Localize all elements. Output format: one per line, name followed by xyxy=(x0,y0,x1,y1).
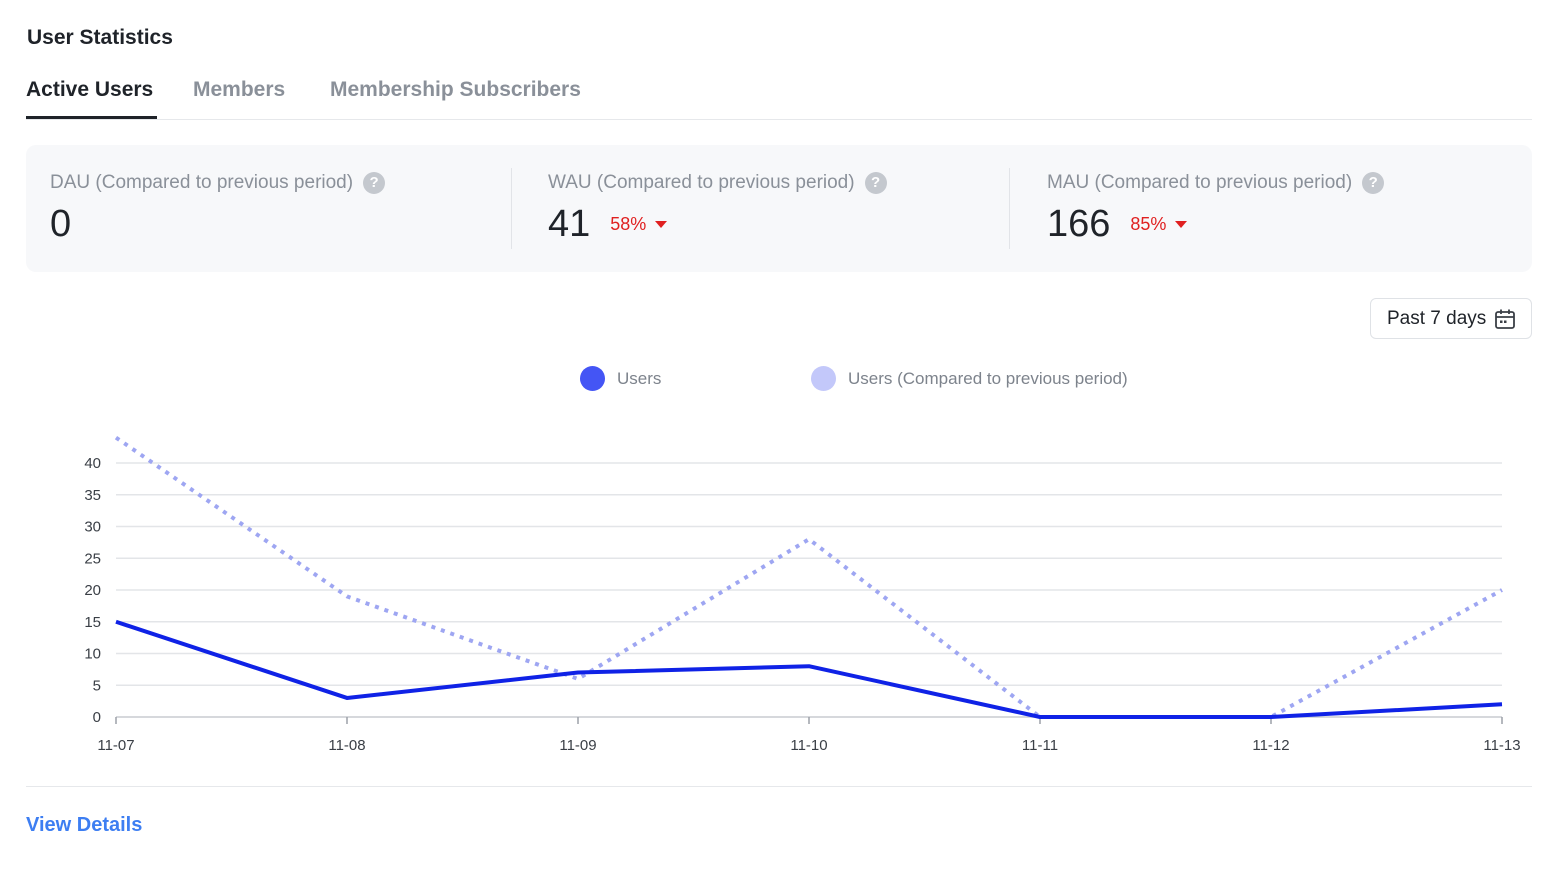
stat-label-text: DAU (Compared to previous period) xyxy=(50,172,354,193)
y-tick-label: 40 xyxy=(84,455,101,472)
stat-value-text: 166 xyxy=(1047,203,1111,245)
stat-label-mau: MAU (Compared to previous period) ? xyxy=(1047,172,1385,194)
x-tick-label: 11-13 xyxy=(1483,737,1520,754)
stat-mau: MAU (Compared to previous period) ? 166 … xyxy=(1047,145,1507,272)
line-chart: 0 5 10 15 20 25 30 35 40 11-07 11-08 11-09 11-10 11-1… xyxy=(84,435,1521,754)
change-percent: 85% xyxy=(1130,214,1167,234)
stat-label-text: WAU (Compared to previous period) xyxy=(548,172,855,193)
tab-active-users[interactable]: Active Users xyxy=(26,78,157,119)
y-tick-label: 25 xyxy=(84,550,101,567)
stat-change-mau: 85% xyxy=(1130,214,1188,235)
caret-down-icon xyxy=(655,221,668,228)
stat-divider xyxy=(1009,168,1010,249)
stat-value-text: 0 xyxy=(50,203,72,245)
date-range-label: Past 7 days xyxy=(1387,307,1487,329)
tab-bar: Active Users Members Membership Subscrib… xyxy=(26,76,1532,120)
stat-dau: DAU (Compared to previous period) ? 0 xyxy=(50,145,510,272)
stat-value-dau: 0 xyxy=(50,203,71,246)
legend-dot-previous xyxy=(811,366,836,391)
stat-change-wau: 58% xyxy=(610,214,668,235)
help-icon[interactable]: ? xyxy=(1362,172,1385,194)
date-range-button[interactable]: Past 7 days xyxy=(1370,298,1532,339)
y-tick-label: 30 xyxy=(84,519,101,536)
help-icon[interactable]: ? xyxy=(363,172,386,194)
legend-item-previous[interactable]: Users (Compared to previous period) xyxy=(811,366,1128,391)
y-tick-label: 10 xyxy=(84,646,101,663)
x-tick-label: 11-08 xyxy=(328,737,365,754)
footer-divider xyxy=(26,786,1532,787)
stat-label-dau: DAU (Compared to previous period) ? xyxy=(50,172,386,194)
y-tick-label: 20 xyxy=(84,582,101,599)
x-tick-label: 11-10 xyxy=(790,737,827,754)
x-tick-label: 11-09 xyxy=(559,737,596,754)
legend-dot-users xyxy=(580,366,605,391)
tab-members[interactable]: Members xyxy=(193,78,286,101)
stats-panel: DAU (Compared to previous period) ? 0 WA… xyxy=(26,145,1532,272)
legend-item-users[interactable]: Users xyxy=(580,366,661,391)
stat-wau: WAU (Compared to previous period) ? 41 5… xyxy=(548,145,1008,272)
view-details-link[interactable]: View Details xyxy=(26,814,143,836)
y-tick-label: 15 xyxy=(84,614,101,631)
y-tick-label: 0 xyxy=(93,709,101,726)
stat-value-wau: 41 58% xyxy=(548,203,668,246)
change-percent: 58% xyxy=(610,214,647,234)
stat-label-text: MAU (Compared to previous period) xyxy=(1047,172,1353,193)
stat-label-wau: WAU (Compared to previous period) ? xyxy=(548,172,887,194)
caret-down-icon xyxy=(1175,221,1188,228)
stat-divider xyxy=(511,168,512,249)
x-tick-label: 11-07 xyxy=(97,737,134,754)
stat-value-mau: 166 85% xyxy=(1047,203,1188,246)
series-line-users xyxy=(115,619,1503,719)
x-tick-label: 11-12 xyxy=(1252,737,1289,754)
y-tick-label: 35 xyxy=(84,487,101,504)
tab-membership-subscribers[interactable]: Membership Subscribers xyxy=(330,78,581,101)
help-icon[interactable]: ? xyxy=(864,172,887,194)
y-tick-label: 5 xyxy=(93,677,101,694)
legend-label: Users xyxy=(617,368,662,388)
calendar-icon xyxy=(1495,309,1515,329)
stat-value-text: 41 xyxy=(548,203,591,245)
x-tick-label: 11-11 xyxy=(1022,737,1058,754)
page-title: User Statistics xyxy=(27,26,173,49)
legend-label: Users (Compared to previous period) xyxy=(848,368,1128,388)
series-line-previous xyxy=(114,435,1503,719)
